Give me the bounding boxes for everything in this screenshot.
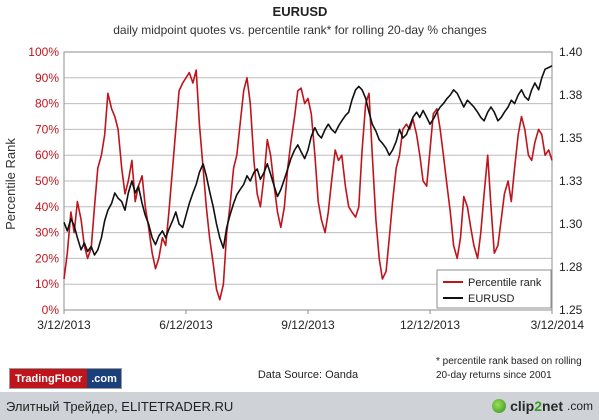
legend-label-percentile-rank: Percentile rank (468, 277, 542, 289)
x-tick-label: 6/12/2013 (159, 318, 213, 332)
tradingfloor-logo: TradingFloor .com (9, 368, 122, 389)
series-layer (63, 65, 553, 301)
footnote-line-1: * percentile rank based on rolling (436, 356, 582, 367)
chart-subtitle: daily midpoint quotes vs. percentile ran… (113, 23, 487, 37)
series-line-percentile-rank (63, 69, 553, 301)
clip2net-logo-icon (492, 399, 507, 413)
legend: Percentile rank EURUSD (436, 269, 552, 309)
right-tick-label: 1.35 (559, 131, 583, 145)
data-source: Data Source: Oanda (258, 369, 359, 381)
legend-box (436, 269, 552, 309)
y-axis-left-label: Percentile Rank (3, 138, 18, 230)
right-tick-label: 1.30 (559, 217, 583, 231)
clip2net-logo-text: clip2net (510, 398, 563, 414)
chart: EURUSD daily midpoint quotes vs. percent… (3, 4, 584, 381)
left-tick-label: 50% (35, 174, 59, 188)
footnote-line-2: 20-day returns since 2001 (436, 370, 552, 381)
left-tick-label: 30% (35, 226, 59, 240)
right-tick-label: 1.28 (559, 260, 583, 274)
left-tick-label: 100% (28, 45, 59, 59)
brand-name: TradingFloor (10, 369, 88, 388)
left-tick-label: 90% (35, 71, 59, 85)
brand-tld: .com (87, 369, 121, 388)
left-axis-ticks: 0% 10% 20% 30% 40% 50% 60% 70% 80% 90% 100% (28, 45, 59, 317)
left-tick-label: 80% (35, 97, 59, 111)
left-tick-label: 10% (35, 277, 59, 291)
right-tick-label: 1.25 (559, 303, 583, 317)
watermark-text: Элитный Трейдер, ELITETRADER.RU (6, 398, 234, 414)
left-tick-label: 0% (42, 303, 60, 317)
clip2net-logo: clip2net .com (492, 398, 593, 414)
chart-title: EURUSD (273, 4, 328, 19)
right-tick-label: 1.40 (559, 45, 583, 59)
watermark-bar: Элитный Трейдер, ELITETRADER.RU clip2net… (0, 392, 599, 420)
x-tick-label: 12/12/2013 (400, 318, 460, 332)
left-tick-label: 40% (35, 200, 59, 214)
right-tick-label: 1.33 (559, 174, 583, 188)
series-line-eurusd (63, 65, 553, 256)
left-tick-label: 20% (35, 251, 59, 265)
left-tick-label: 60% (35, 148, 59, 162)
x-tick-label: 3/12/2014 (531, 318, 585, 332)
right-axis-ticks: 1.25 1.28 1.30 1.33 1.35 1.38 1.40 (559, 45, 583, 317)
x-tick-label: 3/12/2013 (37, 318, 91, 332)
x-tick-label: 9/12/2013 (281, 318, 335, 332)
x-axis-ticks: 3/12/2013 6/12/2013 9/12/2013 12/12/2013 3/1… (37, 310, 584, 332)
right-tick-label: 1.38 (559, 88, 583, 102)
clip2net-logo-tld: .com (566, 399, 593, 413)
legend-label-eurusd: EURUSD (468, 293, 515, 305)
left-tick-label: 70% (35, 122, 59, 136)
